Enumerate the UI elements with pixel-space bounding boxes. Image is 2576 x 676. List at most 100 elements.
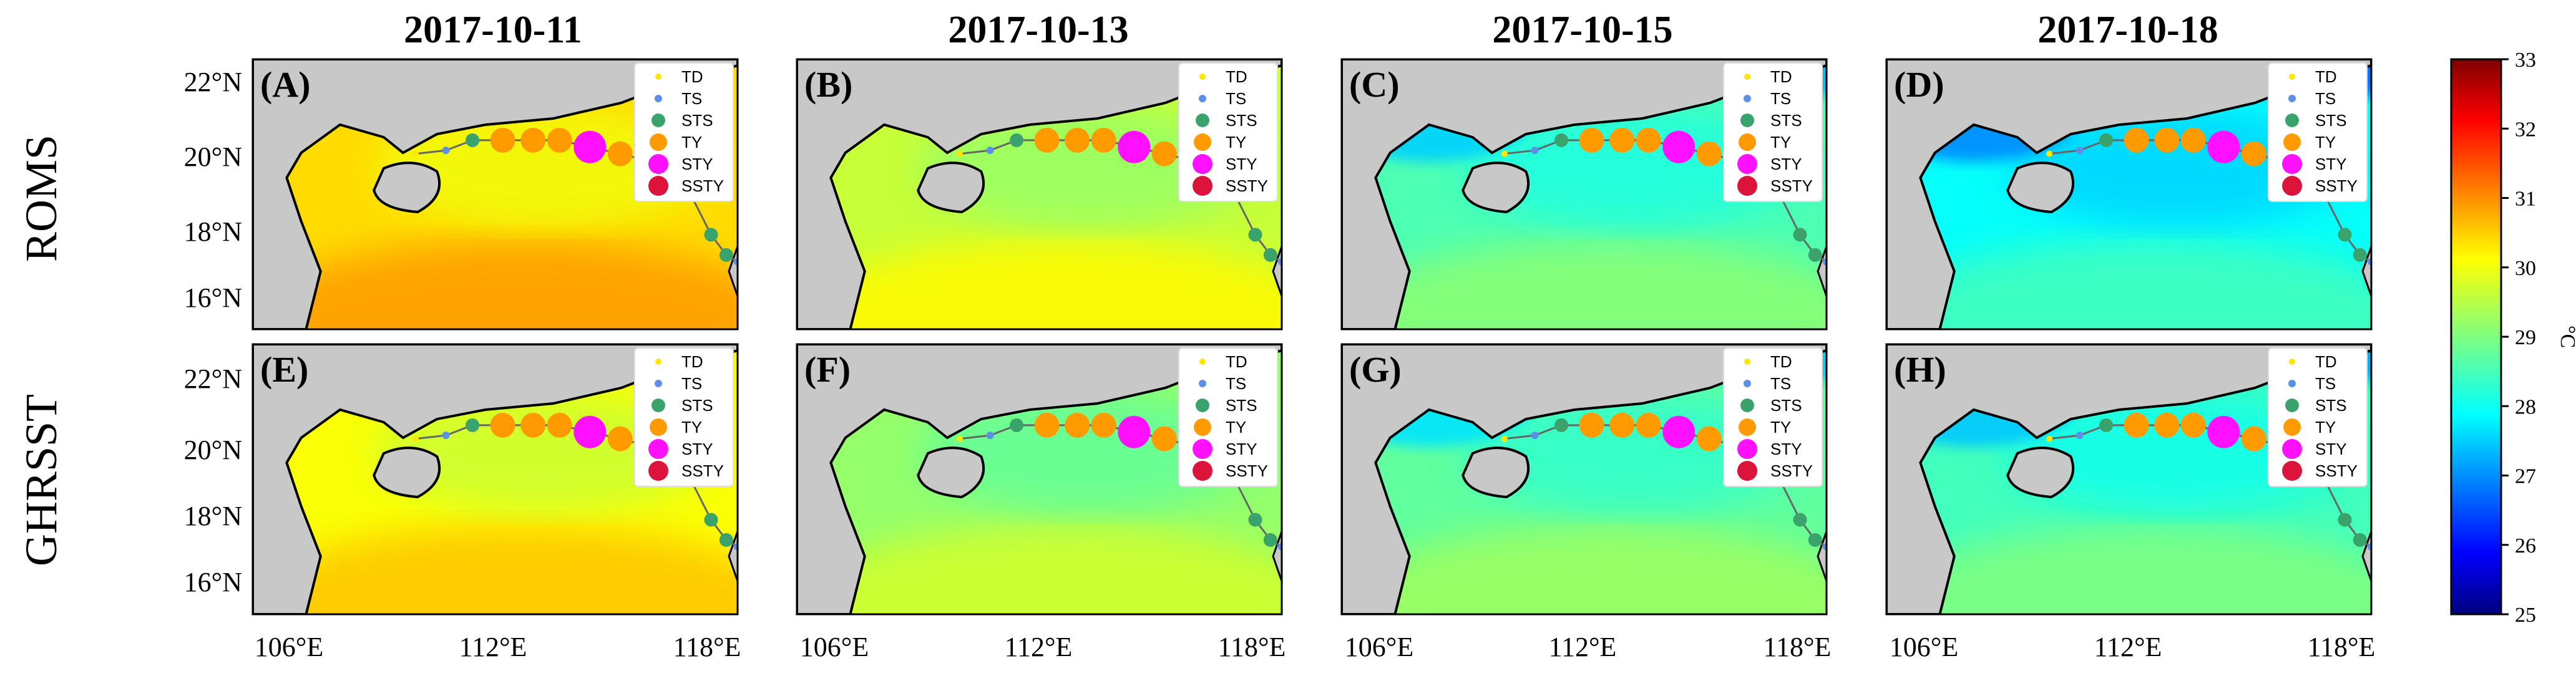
typhoon-track-point-sts [1808, 533, 1822, 547]
legend: TD TS STS TY STY SSTY [1723, 62, 1823, 202]
legend-label: TY [1770, 418, 1791, 437]
typhoon-track-point-ts [2076, 147, 2084, 155]
legend-marker-ts [1199, 380, 1206, 387]
typhoon-track-point-ts [1531, 432, 1539, 440]
colorbar-tick-label: 28 [2515, 395, 2536, 418]
typhoon-track-point-sts [1263, 533, 1277, 547]
typhoon-track-point-ty [1151, 141, 1177, 167]
typhoon-track-point-ty [2241, 426, 2266, 451]
legend-label: STY [1226, 440, 1257, 458]
typhoon-track-point-sts [704, 513, 718, 527]
legend-label: STS [1770, 396, 1802, 415]
panel-label: (G) [1349, 349, 1402, 390]
panel-frame [251, 58, 739, 331]
map-panel: (B) TD TS STS TY STY SSTY [796, 58, 1283, 331]
typhoon-track-point-sts [1010, 133, 1024, 147]
legend-marker-ssty [648, 176, 668, 196]
typhoon-track-point-ty [1609, 412, 1635, 438]
colorbar: 33 32 31 30 29 28 27 26 25 °C [2450, 49, 2576, 627]
column-title: 2017-10-18 [2037, 9, 2218, 51]
typhoon-track-point-sts [2099, 133, 2114, 147]
typhoon-track-point-ty [520, 412, 546, 438]
legend-label: TD [1226, 67, 1247, 86]
typhoon-track-point-ty [1091, 127, 1116, 153]
legend-label: TY [2315, 133, 2336, 152]
panel-frame [796, 58, 1283, 331]
typhoon-track-point-sty [2207, 415, 2240, 448]
legend-label: SSTY [1226, 461, 1268, 480]
x-tick-label: 118°E [673, 632, 741, 662]
typhoon-track-point-sty [1662, 415, 1695, 448]
typhoon-track-point-sty [573, 415, 607, 448]
hainan-island [917, 162, 985, 214]
x-tick-label: 112°E [459, 632, 527, 662]
legend-marker-sts [651, 113, 665, 127]
legend-label: TS [2315, 89, 2336, 108]
legend-marker-ty [1194, 418, 1211, 436]
colorbar-gradient [2450, 58, 2502, 616]
legend-label: STS [2315, 111, 2347, 130]
x-tick-label: 106°E [1345, 632, 1413, 662]
legend-marker-td [2289, 359, 2295, 365]
legend-label: STY [681, 440, 713, 458]
colorbar-tick-label: 27 [2515, 465, 2536, 488]
typhoon-track-point-ty [1636, 127, 1661, 153]
typhoon-track-point-td [412, 435, 419, 442]
typhoon-track-point-sty [1118, 415, 1151, 448]
legend-marker-sts [1196, 398, 1209, 412]
legend-marker-sty [1193, 154, 1212, 174]
typhoon-track-point-ty [2124, 127, 2149, 153]
typhoon-track-point-ts [442, 147, 450, 155]
legend-label: TS [681, 89, 702, 108]
panel-frame [251, 343, 739, 616]
row-label: GHRSST [16, 394, 66, 566]
hainan-island [373, 162, 441, 214]
legend-marker-ts [1744, 380, 1751, 387]
legend-marker-ssty [2282, 461, 2302, 481]
panel-label: (D) [1894, 64, 1944, 105]
colorbar-tick-label: 30 [2515, 257, 2536, 280]
panel-label: (A) [260, 64, 311, 105]
legend-marker-ty [650, 133, 667, 151]
typhoon-track-point-sts [719, 248, 733, 262]
legend-marker-ssty [1737, 461, 1757, 481]
map-panel: (C) TD TS STS TY STY SSTY [1340, 58, 1828, 331]
typhoon-track-point-ty [1696, 426, 1722, 451]
legend-label: TS [681, 374, 702, 393]
x-axis: 106°E 112°E 118°E 106°E 112°E 118°E 106°… [255, 632, 2376, 662]
hainan-island [373, 447, 441, 499]
legend: TD TS STS TY STY SSTY [2268, 347, 2368, 487]
panel-frame [1340, 343, 1828, 616]
legend-label: STS [1226, 111, 1257, 130]
legend-label: STY [681, 155, 713, 173]
legend-label: SSTY [2315, 461, 2358, 480]
panel-frame [1885, 58, 2373, 331]
y-axis-top: 22°N 20°N 18°N 16°N [184, 67, 242, 313]
column-title: 2017-10-15 [1492, 9, 1672, 51]
typhoon-track-point-ty [1609, 127, 1635, 153]
typhoon-track-point-td [957, 435, 963, 442]
legend-marker-sts [2285, 398, 2299, 412]
hainan-island [2006, 162, 2074, 214]
legend-marker-ts [1199, 95, 1206, 102]
typhoon-track-point-ty [1151, 426, 1177, 451]
typhoon-track-point-td [1501, 150, 1508, 157]
legend: TD TS STS TY STY SSTY [1178, 347, 1278, 487]
column-title: 2017-10-13 [948, 9, 1128, 51]
typhoon-track-point-ts [2076, 432, 2084, 440]
typhoon-track-point-ty [2124, 412, 2149, 438]
legend-label: TD [1226, 352, 1247, 371]
typhoon-track-point-ty [607, 426, 633, 451]
map-panel: (F) TD TS STS TY STY SSTY [796, 343, 1283, 616]
map-panel: (D) TD TS STS TY STY SSTY [1885, 58, 2373, 331]
typhoon-track-point-sts [2338, 228, 2352, 242]
typhoon-track-point-ts [986, 147, 994, 155]
typhoon-track-point-sts [719, 533, 733, 547]
legend-label: TD [1770, 352, 1792, 371]
column-title: 2017-10-11 [404, 9, 582, 51]
legend-marker-ssty [1193, 461, 1212, 481]
panel-label: (C) [1349, 64, 1400, 105]
colorbar-unit: °C [2556, 326, 2576, 348]
legend-label: TY [681, 133, 702, 152]
